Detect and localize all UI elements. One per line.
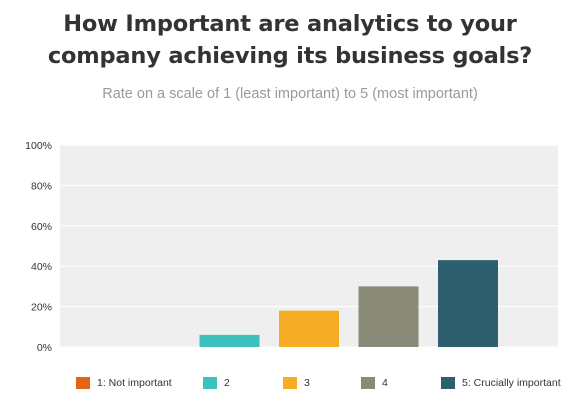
chart-title: How Important are analytics to your comp… [0,8,580,72]
bar [438,260,498,347]
bar [358,286,419,347]
y-tick-label: 60% [31,221,52,233]
y-tick-label: 0% [37,342,52,354]
y-tick-label: 20% [31,302,52,314]
y-axis: 0% 20% 40% 60% 80% 100% [25,140,52,354]
y-tick-label: 100% [25,140,52,152]
bars [199,260,498,347]
y-tick-label: 80% [31,180,52,192]
bar [279,310,339,347]
y-tick-label: 40% [31,261,52,273]
bar [199,334,260,347]
chart-title-line-2: company achieving its business goals? [47,43,533,69]
chart-subtitle: Rate on a scale of 1 (least important) t… [102,86,478,102]
chart-title-line-1: How Important are analytics to your [63,11,517,37]
